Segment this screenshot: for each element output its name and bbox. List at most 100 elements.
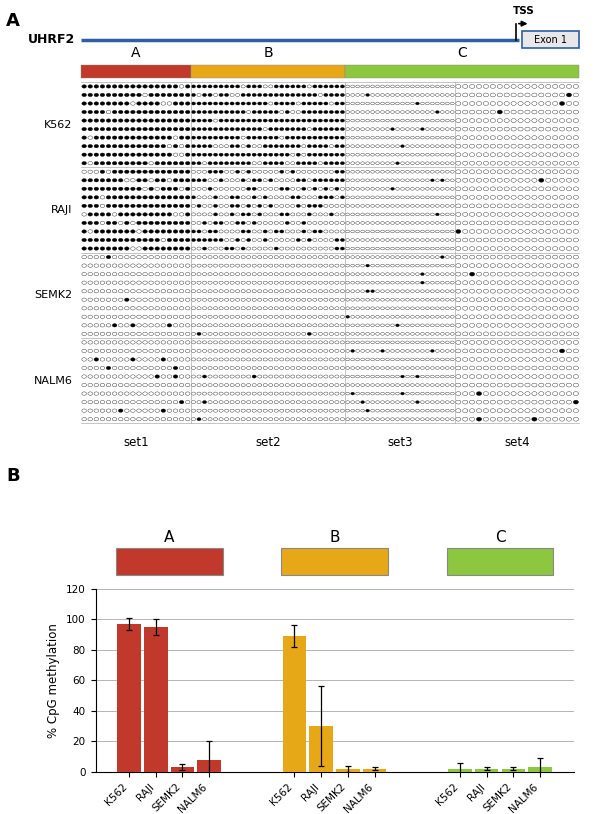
Circle shape <box>224 85 229 88</box>
Circle shape <box>185 127 190 131</box>
Circle shape <box>106 212 111 216</box>
Circle shape <box>185 111 190 114</box>
Circle shape <box>118 195 123 199</box>
Circle shape <box>214 213 218 216</box>
Circle shape <box>137 239 141 242</box>
Circle shape <box>219 170 223 173</box>
Circle shape <box>100 127 105 131</box>
Circle shape <box>532 418 537 421</box>
Circle shape <box>124 127 129 131</box>
Circle shape <box>202 111 206 114</box>
Circle shape <box>307 136 311 139</box>
Circle shape <box>94 136 98 139</box>
Circle shape <box>112 187 117 190</box>
Circle shape <box>131 212 135 216</box>
Text: A: A <box>164 530 175 545</box>
Circle shape <box>290 128 295 130</box>
Bar <box>116 548 223 575</box>
Circle shape <box>167 247 172 250</box>
Circle shape <box>324 153 328 156</box>
Circle shape <box>208 102 212 105</box>
Circle shape <box>241 179 245 182</box>
Circle shape <box>191 128 196 130</box>
Circle shape <box>241 153 245 156</box>
Circle shape <box>296 204 301 208</box>
Circle shape <box>335 85 339 88</box>
Text: A: A <box>131 46 140 60</box>
Circle shape <box>82 127 86 131</box>
Circle shape <box>269 145 273 147</box>
Circle shape <box>285 128 289 130</box>
Circle shape <box>241 221 245 225</box>
Circle shape <box>313 204 317 208</box>
Circle shape <box>124 204 129 208</box>
Circle shape <box>179 127 184 131</box>
Circle shape <box>161 153 166 156</box>
Circle shape <box>167 153 172 156</box>
Circle shape <box>161 144 166 148</box>
Circle shape <box>167 170 172 173</box>
Circle shape <box>185 178 190 182</box>
Circle shape <box>335 136 339 139</box>
Circle shape <box>185 195 190 199</box>
Circle shape <box>313 102 317 105</box>
Circle shape <box>161 409 166 413</box>
Circle shape <box>167 94 172 97</box>
Circle shape <box>185 187 190 190</box>
Circle shape <box>155 221 160 225</box>
Circle shape <box>241 128 245 130</box>
Circle shape <box>202 145 206 147</box>
Circle shape <box>263 153 267 156</box>
Circle shape <box>161 94 166 97</box>
Circle shape <box>559 102 565 106</box>
Circle shape <box>197 332 201 335</box>
Circle shape <box>131 187 135 190</box>
Circle shape <box>137 212 141 216</box>
Circle shape <box>455 230 461 234</box>
Circle shape <box>421 273 424 275</box>
Circle shape <box>230 247 234 250</box>
Circle shape <box>88 111 92 114</box>
Circle shape <box>208 111 212 114</box>
Circle shape <box>155 127 160 131</box>
Circle shape <box>88 212 92 216</box>
Circle shape <box>149 127 154 131</box>
Circle shape <box>224 94 229 97</box>
Circle shape <box>137 187 141 190</box>
Circle shape <box>302 179 306 182</box>
Circle shape <box>274 153 278 156</box>
Circle shape <box>416 375 419 378</box>
Text: K562: K562 <box>44 120 73 129</box>
Circle shape <box>290 196 295 199</box>
Circle shape <box>401 392 404 395</box>
Circle shape <box>185 161 190 165</box>
Circle shape <box>280 145 284 147</box>
Circle shape <box>161 358 166 361</box>
Circle shape <box>335 179 339 182</box>
Circle shape <box>247 119 251 122</box>
Circle shape <box>335 153 339 156</box>
Circle shape <box>269 119 273 122</box>
Circle shape <box>329 119 334 122</box>
Circle shape <box>274 247 278 250</box>
Circle shape <box>324 187 328 190</box>
Circle shape <box>247 102 251 105</box>
Circle shape <box>335 94 339 97</box>
Circle shape <box>401 145 404 147</box>
Circle shape <box>106 230 111 233</box>
Circle shape <box>280 187 284 190</box>
Circle shape <box>197 111 201 114</box>
Text: B: B <box>263 46 273 60</box>
Circle shape <box>257 213 262 216</box>
Bar <box>81 65 191 78</box>
Circle shape <box>155 153 160 156</box>
Circle shape <box>257 204 262 208</box>
Circle shape <box>106 256 111 259</box>
Circle shape <box>167 119 172 122</box>
Circle shape <box>167 136 172 139</box>
Circle shape <box>173 144 178 148</box>
Circle shape <box>197 239 201 242</box>
Circle shape <box>280 119 284 122</box>
Circle shape <box>230 213 234 216</box>
Circle shape <box>100 102 105 105</box>
